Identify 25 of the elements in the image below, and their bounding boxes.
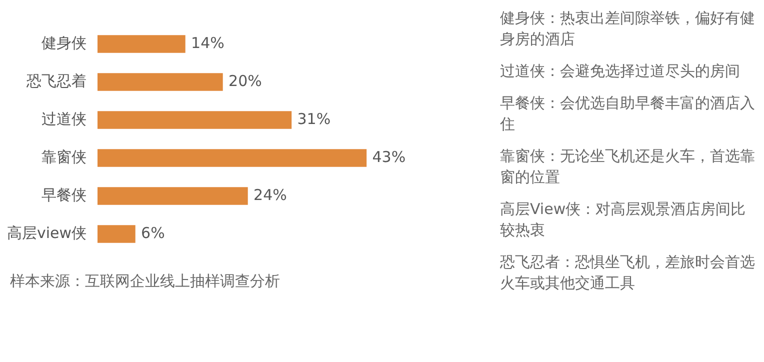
bar (98, 35, 186, 53)
y-tick-label: 早餐侠 (42, 186, 87, 204)
y-tick-label: 靠窗侠 (42, 148, 87, 166)
bar (98, 225, 136, 243)
text: 靠窗侠：无论坐飞机还是火车，首选靠窗的位置 (500, 146, 755, 188)
data-label: 14% (191, 34, 224, 52)
y-tick-label: 高层view侠 (6, 224, 87, 242)
data-label: 6% (141, 224, 165, 242)
text: 恐飞忍者：恐惧坐飞机，差旅时会首选火车或其他交通工具 (500, 252, 755, 294)
data-label: 20% (228, 72, 262, 90)
y-tick-label: 恐飞忍着 (26, 72, 87, 90)
y-tick-label: 过道侠 (42, 110, 87, 128)
bar (98, 111, 292, 129)
text: 高层View侠：对高层观景酒店房间比较热衷 (500, 199, 747, 241)
text: 健身侠：热衷出差间隙举铁，偏好有健身房的酒店 (500, 8, 755, 50)
text: 样本来源：互联网企业线上抽样调查分析 (10, 272, 280, 291)
y-tick-label: 健身侠 (42, 34, 87, 52)
text: 早餐侠：会优选自助早餐丰富的酒店入住 (500, 93, 755, 135)
data-label: 31% (297, 110, 331, 128)
data-label: 43% (372, 148, 406, 166)
bar (98, 149, 367, 167)
bar (98, 73, 223, 91)
text: 过道侠：会避免选择过道尽头的房间 (500, 61, 741, 82)
data-label: 24% (254, 186, 287, 204)
bar (98, 187, 248, 205)
